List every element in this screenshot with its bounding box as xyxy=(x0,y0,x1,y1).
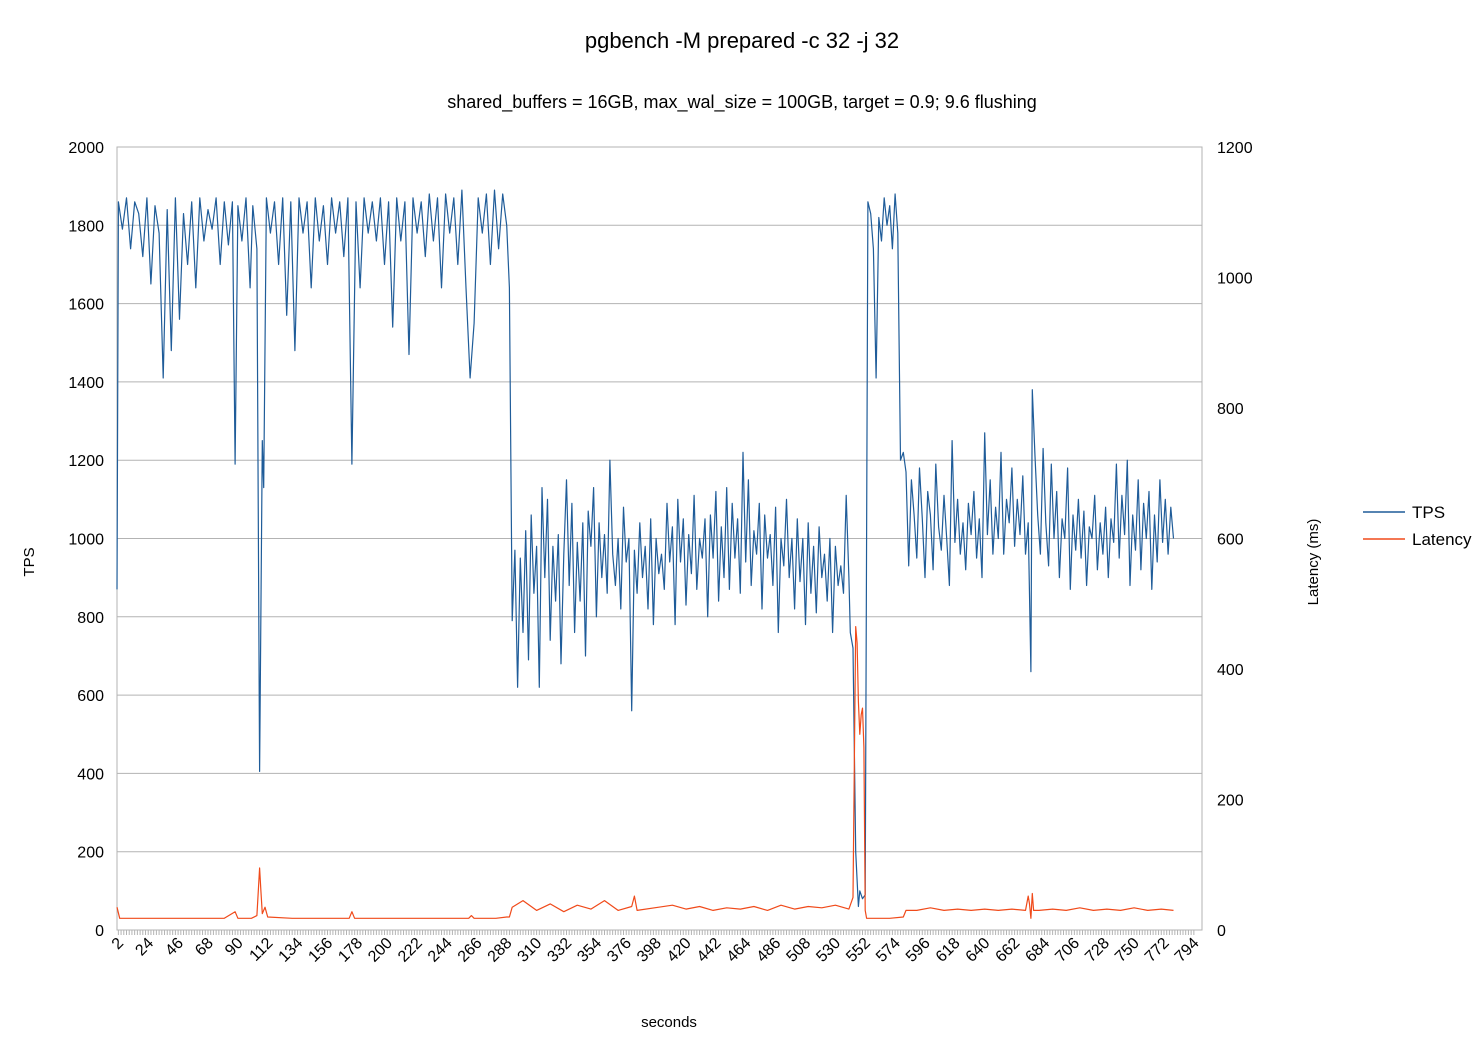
x-tick-label: 618 xyxy=(933,935,964,966)
chart-title: pgbench -M prepared -c 32 -j 32 xyxy=(585,28,899,53)
y2-tick-label: 600 xyxy=(1217,532,1244,549)
x-tick-label: 90 xyxy=(222,935,247,960)
series-layer xyxy=(116,189,1175,919)
x-axis-ticks: 2 24 46 68 90 1121341561782002222442662883103… xyxy=(109,930,1203,966)
x-tick-label: 486 xyxy=(754,935,785,966)
x-tick-label: 46 xyxy=(162,935,187,960)
x-tick-label: 244 xyxy=(425,935,456,966)
x-tick-label: 596 xyxy=(903,935,934,966)
x-tick-label: 2 xyxy=(109,935,127,953)
x-tick-label: 640 xyxy=(963,935,994,966)
chart-subtitle: shared_buffers = 16GB, max_wal_size = 10… xyxy=(447,92,1037,113)
y-tick-label: 0 xyxy=(95,923,104,940)
x-tick-label: 442 xyxy=(694,935,725,966)
y2-tick-label: 400 xyxy=(1217,662,1244,679)
y2-tick-label: 800 xyxy=(1217,401,1244,418)
x-tick-label: 24 xyxy=(132,935,157,960)
x-tick-label: 354 xyxy=(574,935,605,966)
x-tick-label: 178 xyxy=(335,935,366,966)
x-tick-label: 398 xyxy=(634,935,665,966)
x-tick-label: 706 xyxy=(1052,935,1083,966)
x-tick-label: 376 xyxy=(604,935,635,966)
y2-tick-label: 1200 xyxy=(1217,140,1253,157)
y-tick-label: 600 xyxy=(77,688,104,705)
y-axis-title: TPS xyxy=(21,547,38,576)
x-tick-label: 420 xyxy=(664,935,695,966)
x-tick-label: 684 xyxy=(1022,935,1053,966)
x-tick-label: 794 xyxy=(1172,935,1203,966)
x-tick-label: 772 xyxy=(1142,935,1173,966)
x-tick-label: 552 xyxy=(843,935,874,966)
y-tick-label: 1000 xyxy=(68,532,104,549)
y2-tick-label: 1000 xyxy=(1217,271,1253,288)
x-tick-label: 508 xyxy=(783,935,814,966)
x-tick-label: 332 xyxy=(544,935,575,966)
y-axis-ticks: 0 200 400 600 800 1000 1200 1400 1600 1800 2000 xyxy=(68,140,104,940)
x-tick-label: 222 xyxy=(395,935,426,966)
y-tick-label: 2000 xyxy=(68,140,104,157)
x-tick-label: 266 xyxy=(455,935,486,966)
y-tick-label: 400 xyxy=(77,766,104,783)
x-tick-label: 112 xyxy=(246,935,276,965)
legend-label-latency: Latency xyxy=(1412,530,1472,549)
x-tick-label: 200 xyxy=(365,935,396,966)
x-tick-label: 134 xyxy=(276,935,307,966)
y2-axis-title: Latency (ms) xyxy=(1305,519,1322,606)
x-tick-label: 530 xyxy=(813,935,844,966)
legend-label-tps: TPS xyxy=(1412,503,1445,522)
x-tick-label: 574 xyxy=(873,935,904,966)
series-line-latency xyxy=(116,626,1174,919)
y-tick-label: 1600 xyxy=(68,297,104,314)
y-tick-label: 1800 xyxy=(68,218,104,235)
y-tick-label: 1400 xyxy=(68,375,104,392)
x-tick-label: 156 xyxy=(305,935,336,966)
x-tick-label: 750 xyxy=(1112,935,1143,966)
y2-tick-label: 200 xyxy=(1217,793,1244,810)
x-tick-label: 662 xyxy=(993,935,1024,966)
legend: TPS Latency xyxy=(1363,503,1472,549)
y-tick-label: 1200 xyxy=(68,453,104,470)
x-tick-label: 310 xyxy=(515,935,546,966)
series-line-tps xyxy=(116,189,1175,908)
y-tick-label: 800 xyxy=(77,610,104,627)
y2-tick-label: 0 xyxy=(1217,923,1226,940)
x-tick-label: 728 xyxy=(1082,935,1113,966)
x-tick-label: 288 xyxy=(485,935,516,966)
x-tick-label: 68 xyxy=(192,935,217,960)
y-tick-label: 200 xyxy=(77,845,104,862)
y2-axis-ticks: 0 200 400 600 800 1000 1200 xyxy=(1217,140,1253,940)
x-tick-label: 464 xyxy=(724,935,755,966)
x-axis-title: seconds xyxy=(641,1014,697,1031)
